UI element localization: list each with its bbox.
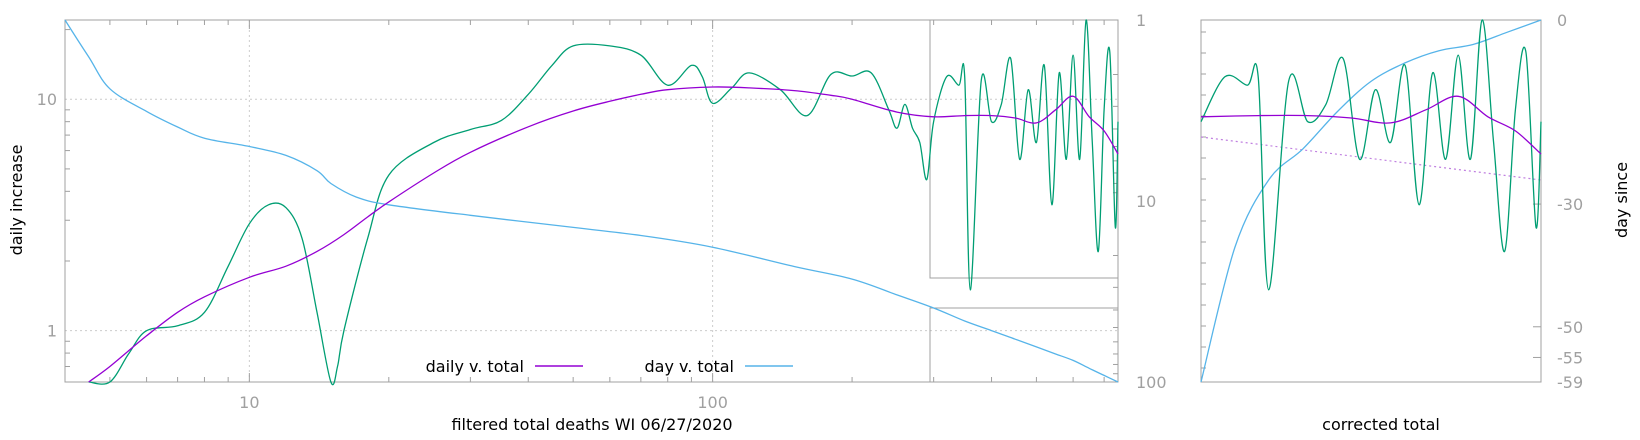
- side-tick-labels: 0 -30 -50 -55 -59: [1557, 11, 1583, 392]
- y-tick-label-1: 1: [47, 322, 57, 341]
- side-y-axis-label: day since: [1612, 162, 1631, 238]
- main-grid: [65, 20, 1118, 382]
- y2-tick-label-100: 100: [1136, 373, 1167, 392]
- side-series-daily-raw: [1200, 19, 1542, 291]
- x-tick-label-100: 100: [697, 393, 728, 412]
- legend-label-day-v-total: day v. total: [645, 357, 735, 376]
- legend: daily v. total day v. total: [426, 357, 793, 376]
- side-plot-border: [1200, 19, 1542, 383]
- side-y-tick-label: -55: [1557, 348, 1583, 367]
- main-tick-labels: 10 100 1 10 1 10 100: [37, 11, 1167, 412]
- inset-box-upper: [929, 20, 1118, 279]
- series-daily-v-total: [88, 86, 1119, 383]
- y2-tick-label-10: 10: [1136, 192, 1156, 211]
- side-y-tick-label: 0: [1557, 11, 1567, 30]
- main-plot-frame: [64, 19, 1119, 383]
- side-trend-dotted-line: [1200, 136, 1542, 181]
- side-y-tick-label: -30: [1557, 195, 1583, 214]
- side-y-tick-label: -59: [1557, 373, 1583, 392]
- side-x-axis-label: corrected total: [1322, 415, 1440, 434]
- series-day-v-total: [64, 19, 1119, 383]
- main-series-layer: [64, 19, 1119, 386]
- y-tick-label-10: 10: [37, 90, 57, 109]
- main-plot-border: [64, 19, 1119, 383]
- legend-label-daily-v-total: daily v. total: [426, 357, 524, 376]
- series-daily-raw: [88, 19, 1119, 386]
- side-series-layer: [1200, 19, 1542, 383]
- y2-tick-label-1: 1: [1136, 11, 1146, 30]
- x-tick-label-10: 10: [239, 393, 259, 412]
- side-series-daily-v-total: [1200, 95, 1542, 155]
- x-axis-label: filtered total deaths WI 06/27/2020: [451, 415, 732, 434]
- y-axis-label: daily increase: [7, 145, 26, 256]
- side-y-tick-label: -50: [1557, 318, 1583, 337]
- inset-box-lower: [929, 307, 1118, 382]
